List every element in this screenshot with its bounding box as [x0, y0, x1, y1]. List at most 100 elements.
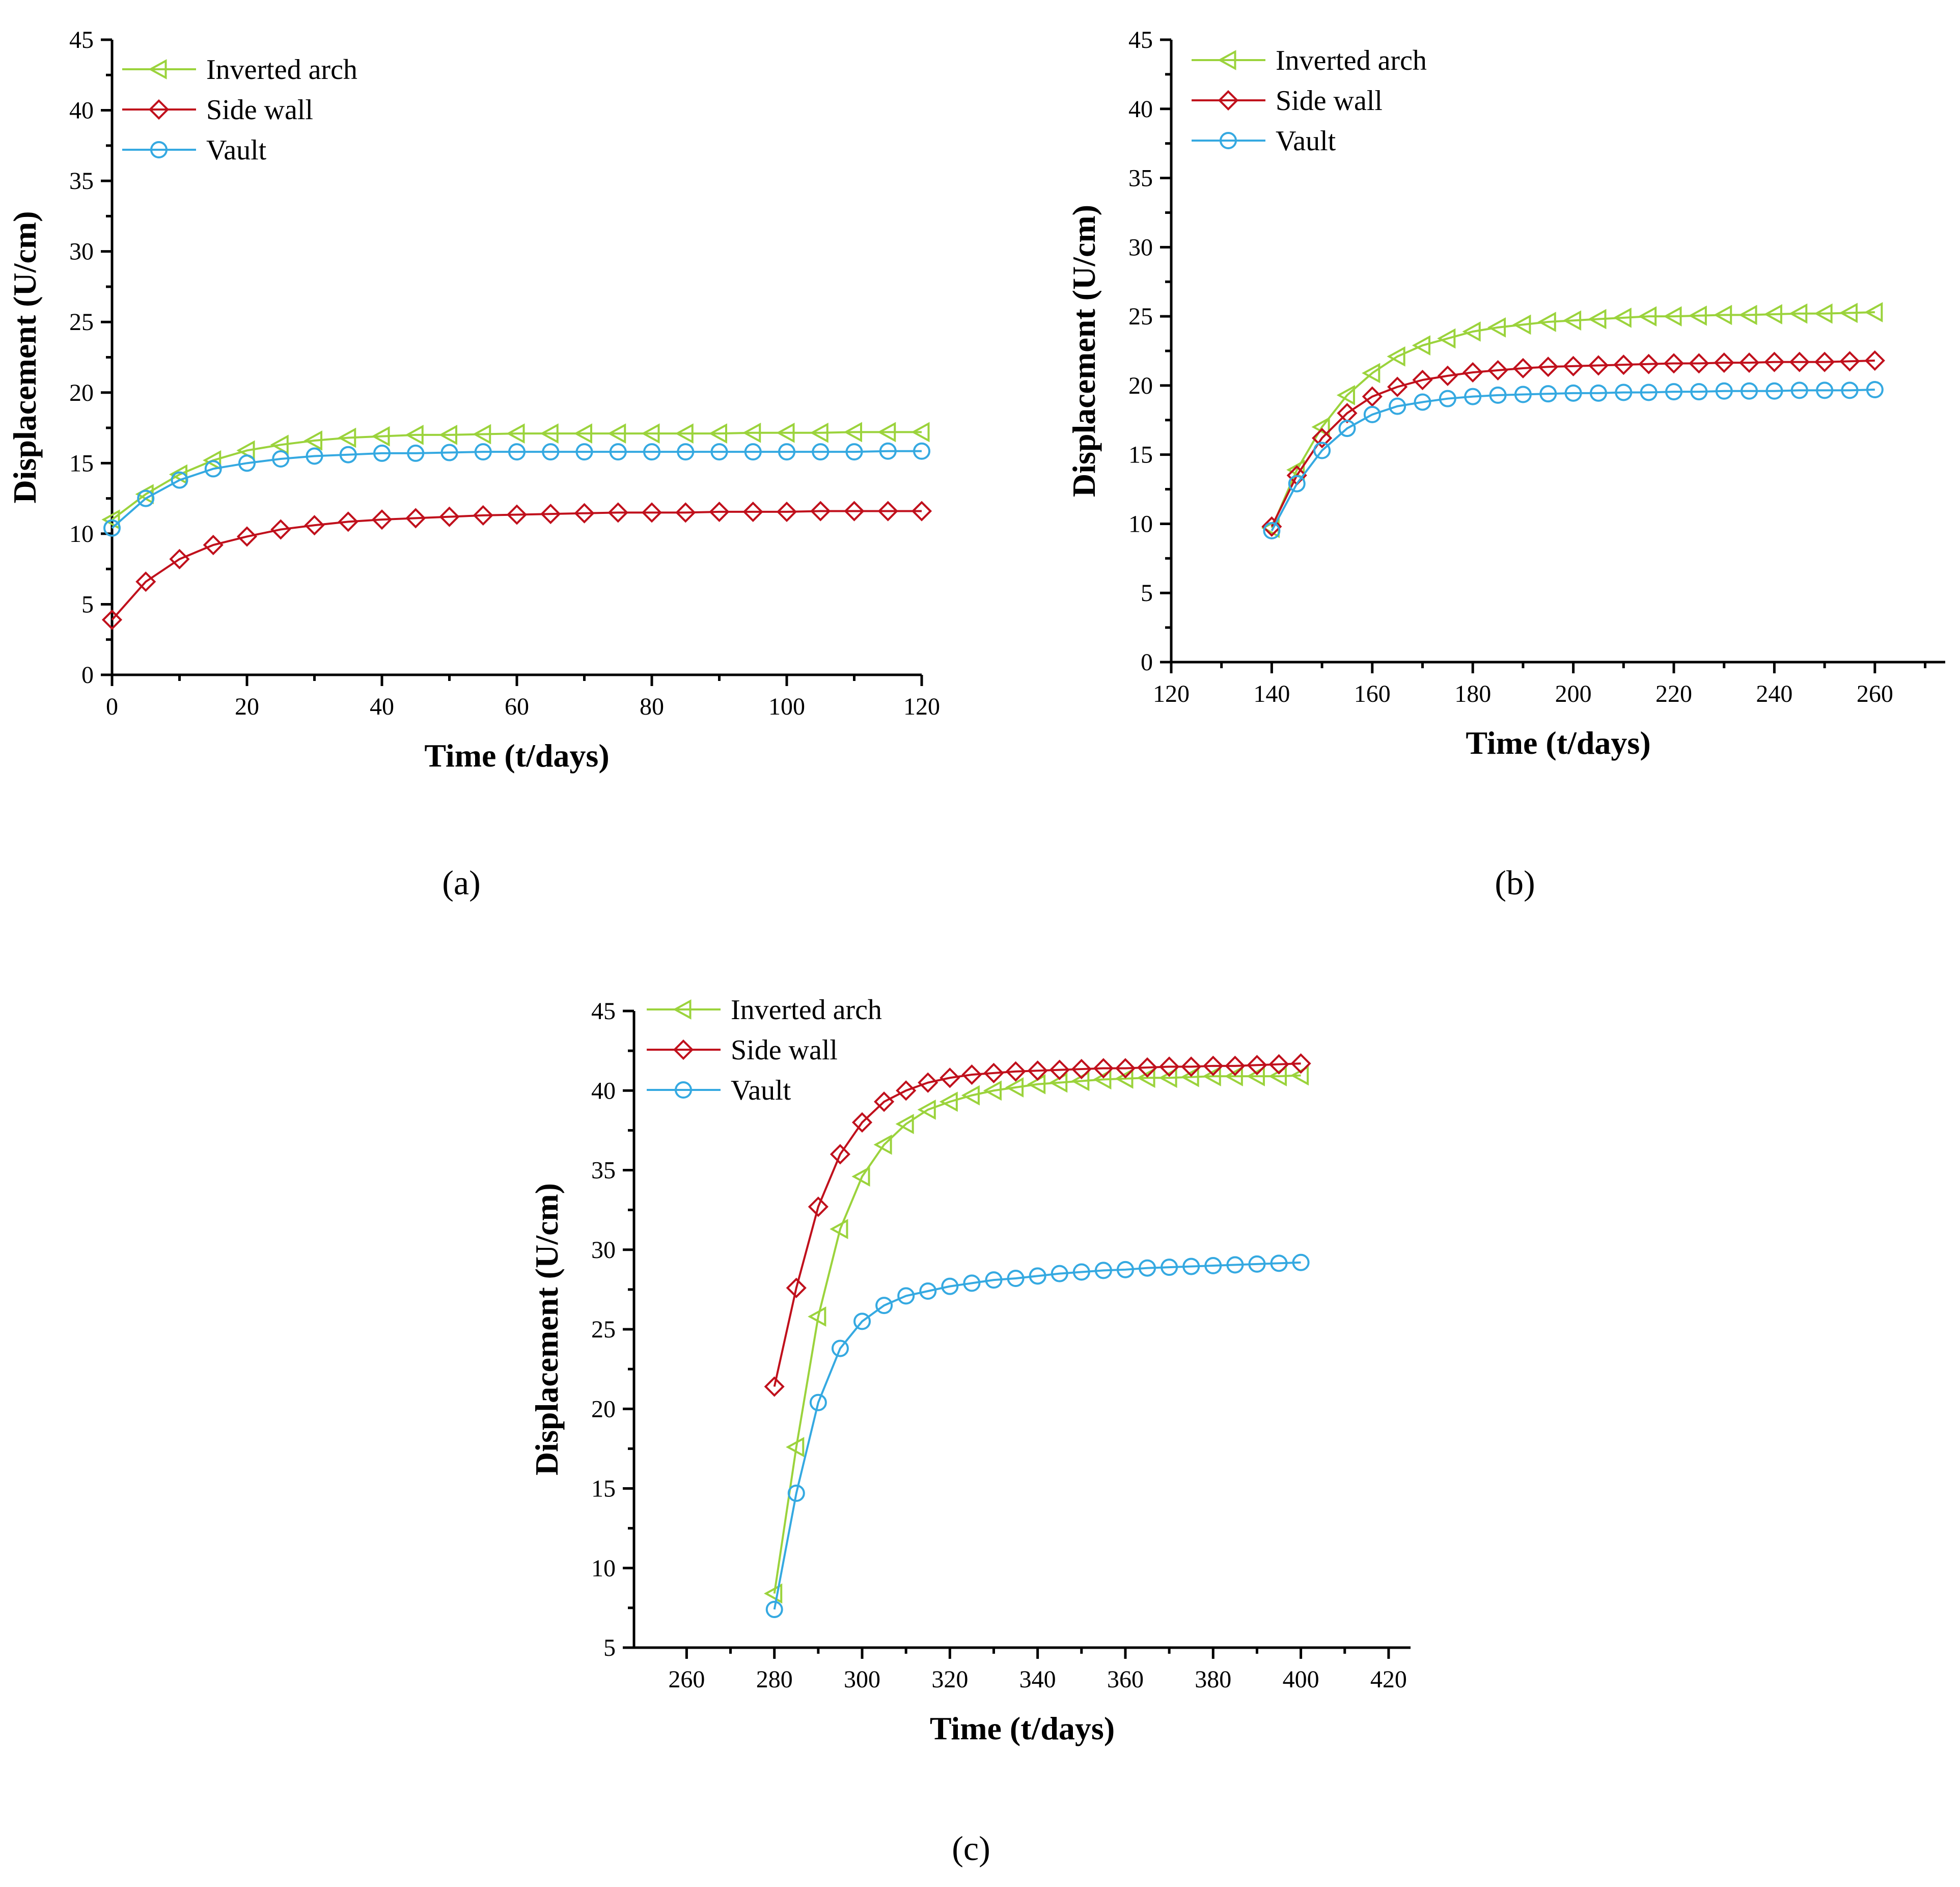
- data-point: [303, 430, 322, 451]
- legend-label: Vault: [1276, 125, 1336, 157]
- data-point: [371, 509, 393, 530]
- y-axis-title: Displacement (U/cm): [1066, 205, 1102, 497]
- y-tick-label: 0: [1141, 649, 1153, 676]
- data-point: [1389, 397, 1406, 415]
- data-point: [1489, 386, 1507, 404]
- data-point: [1564, 384, 1582, 402]
- data-point: [1180, 1066, 1199, 1087]
- data-point: [169, 464, 187, 485]
- data-point: [1313, 442, 1331, 459]
- data-point: [1115, 1068, 1134, 1089]
- y-tick-label: 45: [69, 26, 94, 53]
- data-point: [338, 511, 358, 532]
- legend-marker: [673, 999, 692, 1020]
- series-line: [773, 1074, 1301, 1594]
- data-point: [1588, 309, 1607, 330]
- data-point: [1839, 303, 1858, 323]
- legend-marker: [148, 99, 170, 120]
- data-point: [873, 1134, 892, 1155]
- data-point: [830, 1219, 848, 1240]
- series-vault: [1263, 381, 1884, 540]
- data-point: [1462, 321, 1481, 342]
- data-point: [1181, 1056, 1202, 1077]
- data-point: [1714, 305, 1732, 325]
- data-point: [963, 1274, 981, 1292]
- data-point: [961, 1085, 980, 1106]
- data-point: [1336, 385, 1355, 405]
- data-point: [101, 609, 123, 631]
- data-point: [540, 423, 559, 444]
- x-tick-label: 60: [505, 693, 529, 720]
- x-tick-label: 380: [1195, 1666, 1231, 1693]
- data-point: [1462, 362, 1483, 383]
- y-tick-label: 20: [1128, 372, 1153, 399]
- data-point: [983, 1080, 1002, 1101]
- data-point: [608, 502, 628, 523]
- legend-marker: [148, 59, 167, 79]
- data-point: [339, 446, 357, 463]
- data-point: [306, 447, 323, 465]
- data-point: [961, 1064, 982, 1085]
- data-point: [135, 571, 156, 592]
- chart-a: 0 5 10 15 20 25 30 35 40 45 0 20 40 60 80 100 120 Time (t…: [7, 26, 940, 902]
- data-point: [1139, 1259, 1156, 1277]
- data-point: [1864, 302, 1883, 322]
- data-point: [1665, 383, 1683, 401]
- x-tick-label: 340: [1019, 1666, 1056, 1693]
- y-tick-label: 5: [1141, 580, 1153, 607]
- y-tick-label: 20: [591, 1396, 616, 1423]
- y-tick-label: 10: [591, 1555, 616, 1582]
- series-line: [111, 431, 922, 521]
- x-tick-label: 120: [1153, 680, 1190, 707]
- data-point: [1270, 1254, 1288, 1272]
- data-point: [1363, 405, 1381, 423]
- data-point: [1292, 1253, 1310, 1271]
- x-tick-label: 200: [1555, 680, 1592, 707]
- data-point: [641, 502, 662, 523]
- y-tick-label: 35: [1128, 165, 1153, 192]
- data-point: [272, 450, 290, 468]
- legend-label: Vault: [206, 134, 267, 166]
- data-point: [137, 489, 155, 507]
- data-point: [1738, 305, 1757, 325]
- data-point: [1261, 516, 1282, 537]
- data-point: [1816, 381, 1834, 399]
- y-tick-label: 25: [591, 1316, 616, 1343]
- data-point: [1137, 1068, 1155, 1088]
- data-point: [1841, 381, 1859, 399]
- data-point: [809, 1393, 827, 1411]
- data-point: [778, 443, 795, 461]
- series-inverted-arch: [101, 422, 930, 530]
- data-point: [407, 444, 425, 462]
- data-point: [786, 1437, 805, 1458]
- y-tick-label: 15: [69, 450, 94, 477]
- data-point: [1362, 363, 1381, 384]
- y-tick-label: 35: [591, 1157, 616, 1184]
- data-point: [506, 504, 528, 525]
- data-point: [1789, 303, 1808, 324]
- data-point: [204, 460, 222, 478]
- legend-marker: [150, 141, 168, 158]
- data-point: [270, 434, 289, 455]
- x-axis-title: Time (t/days): [930, 1710, 1115, 1746]
- data-point: [1159, 1056, 1180, 1077]
- panel-label: (c): [952, 1829, 990, 1868]
- x-tick-label: 160: [1354, 680, 1391, 707]
- x-tick-label: 280: [756, 1666, 793, 1693]
- y-tick-label: 45: [1128, 26, 1153, 53]
- data-point: [1638, 353, 1659, 374]
- x-tick-label: 260: [1857, 680, 1893, 707]
- data-point: [641, 423, 660, 444]
- y-tick-label: 45: [591, 998, 616, 1025]
- data-point: [1414, 393, 1431, 411]
- data-point: [1437, 328, 1456, 349]
- data-point: [203, 450, 222, 471]
- data-point: [1464, 388, 1482, 405]
- x-tick-label: 220: [1655, 680, 1692, 707]
- series-line: [1271, 389, 1875, 531]
- data-point: [1537, 312, 1556, 332]
- x-tick-label: 360: [1107, 1666, 1144, 1693]
- data-point: [1613, 307, 1632, 328]
- data-point: [1514, 386, 1532, 403]
- data-point: [1161, 1259, 1178, 1276]
